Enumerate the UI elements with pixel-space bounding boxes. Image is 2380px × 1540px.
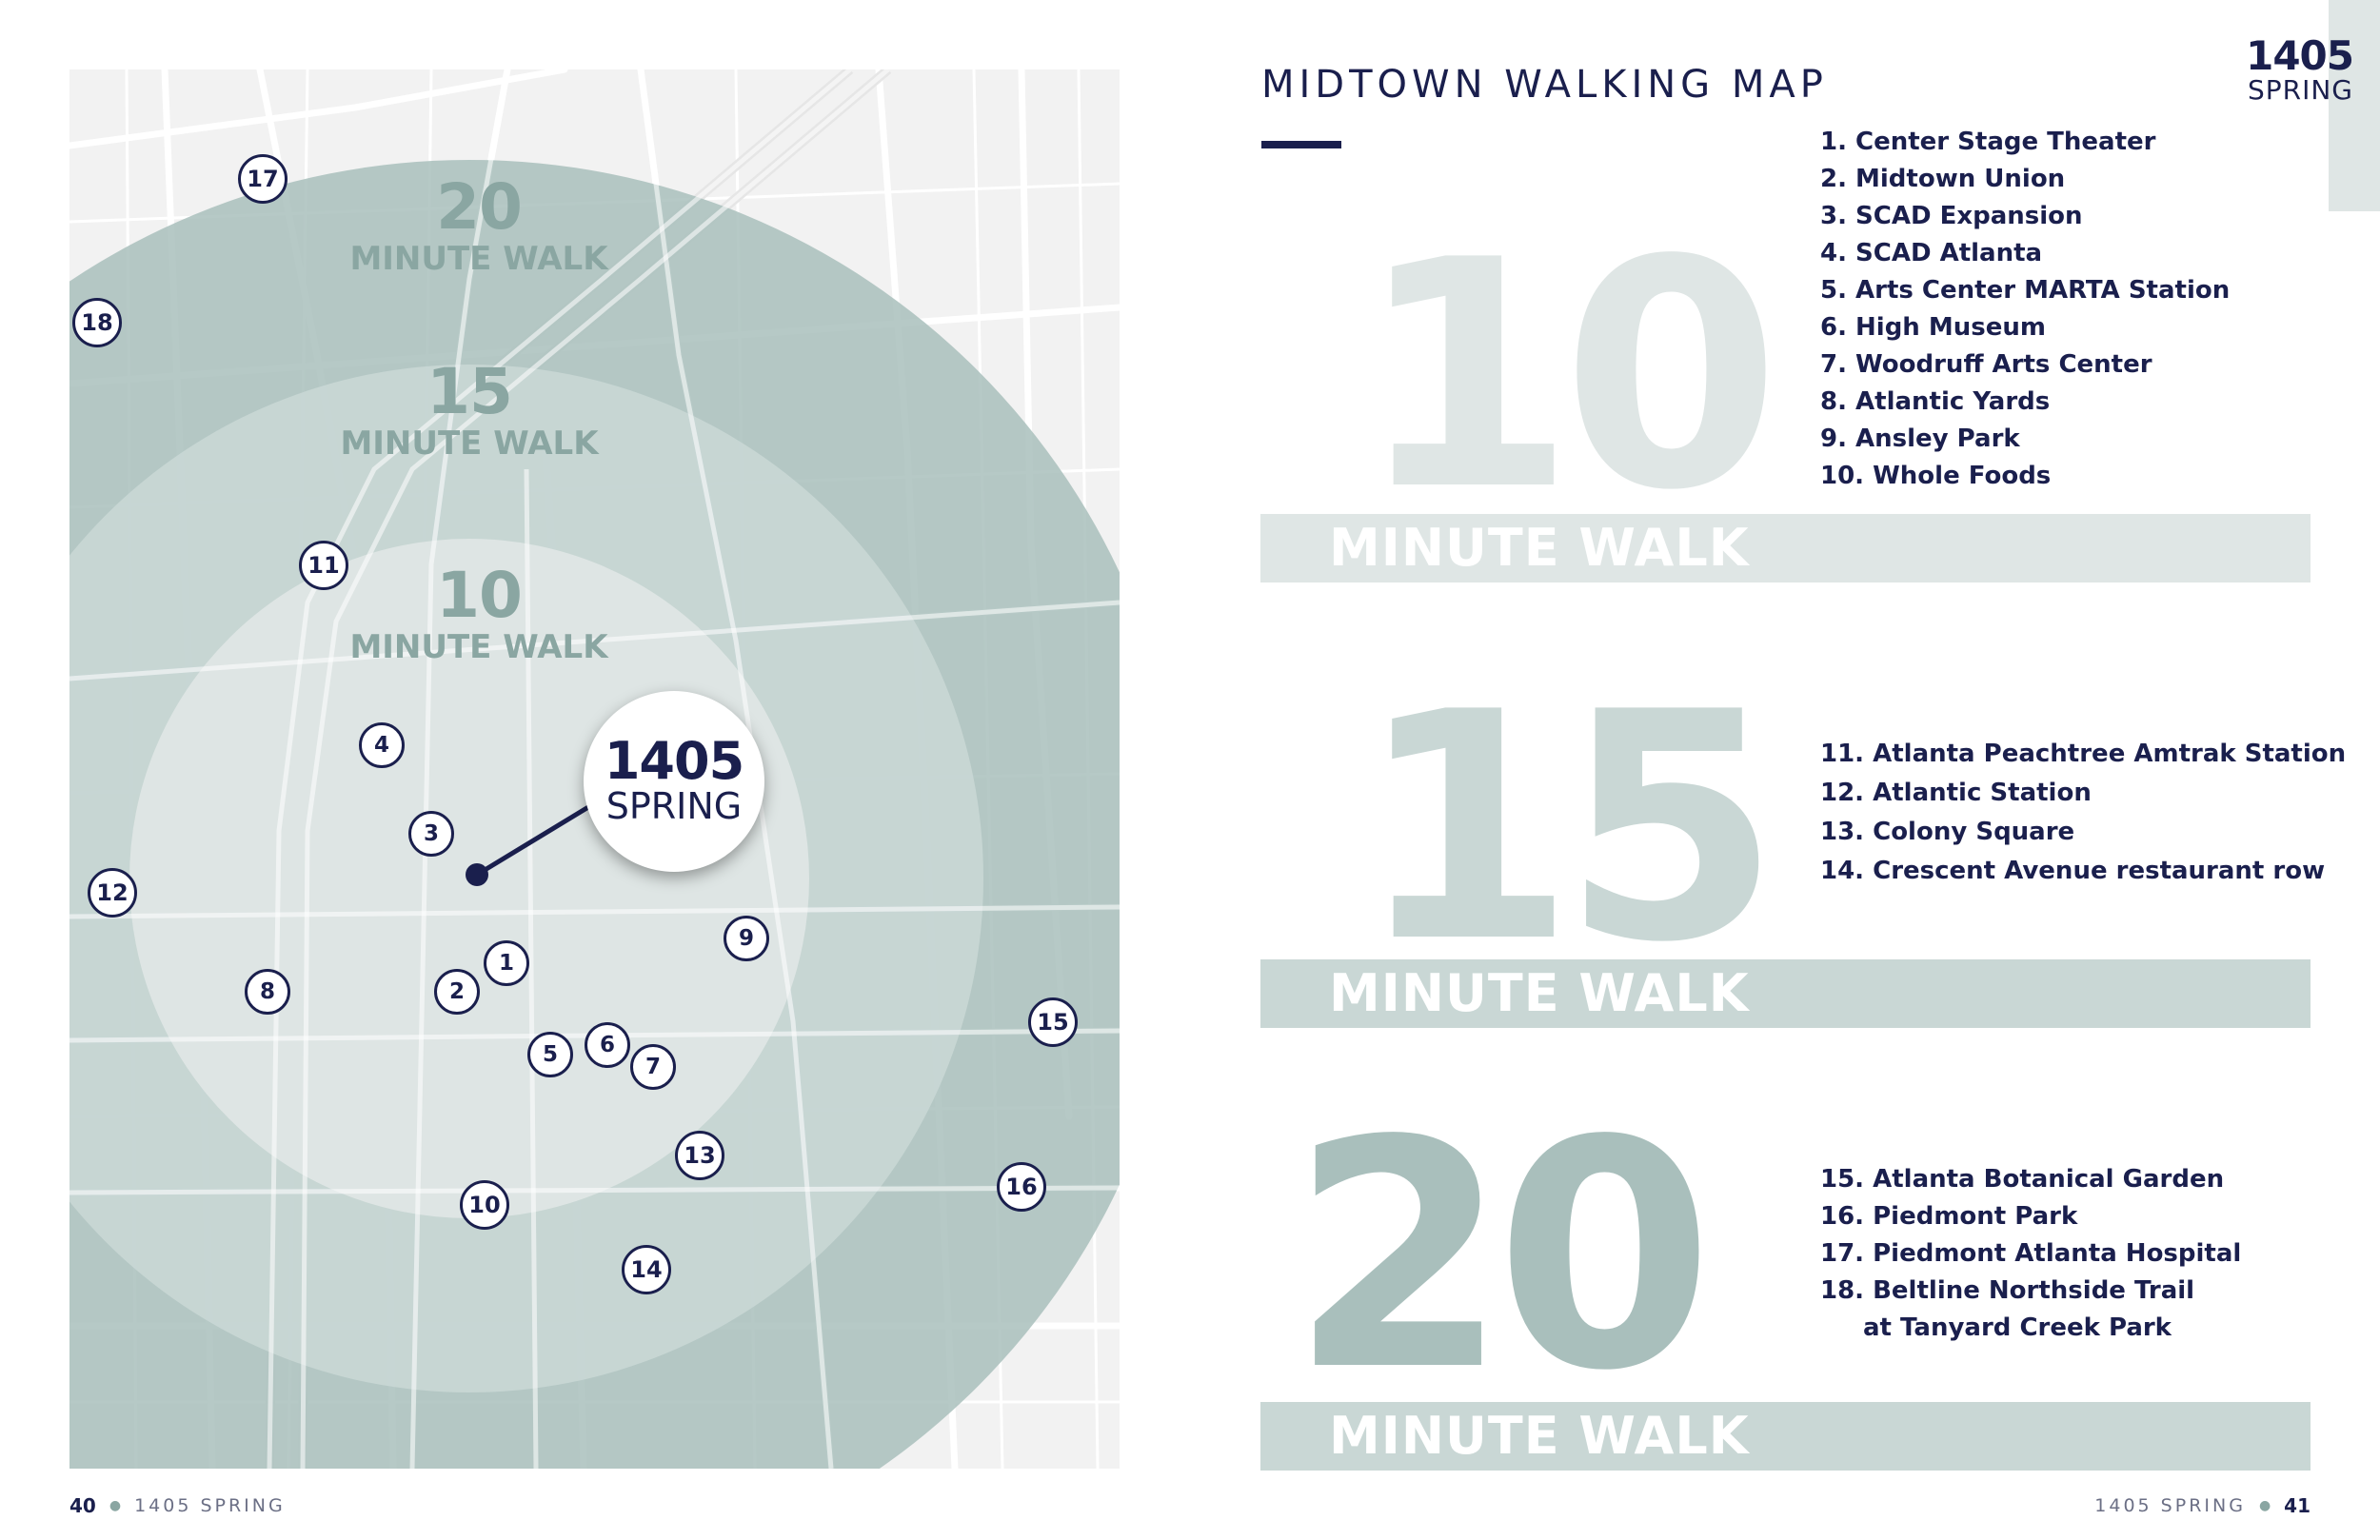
- section-20-number: 20: [1290, 1074, 1714, 1439]
- map-marker-3[interactable]: 3: [408, 811, 454, 857]
- footer-right-page-number: 41: [2284, 1494, 2311, 1517]
- overlay-streets: [69, 69, 1120, 1469]
- footer-left-title: 1405 SPRING: [134, 1495, 286, 1516]
- walking-map[interactable]: 20 MINUTE WALK 15 MINUTE WALK 10 MINUTE …: [69, 69, 1120, 1469]
- list-item: 3. SCAD Expansion: [1820, 202, 2083, 230]
- list-item: at Tanyard Creek Park: [1863, 1313, 2172, 1342]
- list-item: 12. Atlantic Station: [1820, 779, 2092, 807]
- title-rule: [1261, 141, 1341, 148]
- map-marker-12[interactable]: 12: [88, 868, 137, 918]
- section-15-list: 11. Atlanta Peachtree Amtrak Station 12.…: [1820, 735, 2346, 891]
- map-marker-13[interactable]: 13: [675, 1131, 724, 1180]
- list-item: 18. Beltline Northside Trail: [1820, 1276, 2195, 1305]
- ring-label-10-text: MINUTE WALK: [349, 628, 608, 666]
- map-marker-8[interactable]: 8: [245, 969, 290, 1015]
- section-10-band-label: MINUTE WALK: [1329, 518, 1750, 578]
- section-10-band: MINUTE WALK: [1260, 514, 2311, 582]
- footer-left-separator: ●: [109, 1498, 122, 1513]
- list-item: 5. Arts Center MARTA Station: [1820, 276, 2231, 305]
- footer-right: 1405 SPRING ● 41: [2094, 1494, 2311, 1517]
- section-20-band-label: MINUTE WALK: [1329, 1406, 1750, 1466]
- map-marker-16[interactable]: 16: [997, 1162, 1046, 1212]
- section-15-number: 15: [1357, 645, 1780, 1011]
- footer-right-separator: ●: [2258, 1498, 2271, 1513]
- ring-label-15-number: 15: [426, 355, 513, 428]
- ring-label-20: 20 MINUTE WALK: [346, 170, 612, 278]
- list-item: 14. Crescent Avenue restaurant row: [1820, 857, 2326, 885]
- map-marker-14[interactable]: 14: [622, 1245, 671, 1294]
- ring-label-15: 15 MINUTE WALK: [336, 355, 603, 463]
- page-title: MIDTOWN WALKING MAP: [1261, 63, 1828, 107]
- map-marker-7[interactable]: 7: [630, 1044, 676, 1090]
- list-item: 13. Colony Square: [1820, 818, 2075, 846]
- map-marker-18[interactable]: 18: [72, 298, 122, 347]
- section-10-list: 1. Center Stage Theater 2. Midtown Union…: [1820, 124, 2230, 495]
- center-badge-number: 1405: [604, 731, 744, 792]
- list-item: 7. Woodruff Arts Center: [1820, 350, 2152, 379]
- brand-mark: 1405 SPRING: [2246, 32, 2354, 106]
- section-10-number: 10: [1357, 193, 1780, 559]
- map-marker-2[interactable]: 2: [434, 969, 480, 1015]
- map-marker-4[interactable]: 4: [359, 722, 405, 768]
- map-marker-10[interactable]: 10: [460, 1180, 509, 1230]
- list-item: 8. Atlantic Yards: [1820, 387, 2051, 416]
- ring-label-10: 10 MINUTE WALK: [346, 559, 612, 666]
- center-badge-name: SPRING: [605, 785, 743, 828]
- map-marker-6[interactable]: 6: [585, 1022, 630, 1068]
- center-pin: [466, 863, 488, 886]
- brand-strip: [2329, 0, 2380, 211]
- ring-label-10-number: 10: [436, 559, 523, 632]
- list-item: 2. Midtown Union: [1820, 165, 2066, 193]
- section-20-band: MINUTE WALK: [1260, 1402, 2311, 1471]
- ring-label-15-text: MINUTE WALK: [340, 424, 599, 463]
- list-item: 16. Piedmont Park: [1820, 1202, 2078, 1231]
- list-item: 10. Whole Foods: [1820, 462, 2052, 490]
- map-marker-5[interactable]: 5: [527, 1032, 573, 1077]
- map-marker-15[interactable]: 15: [1028, 997, 1078, 1047]
- section-15-band: MINUTE WALK: [1260, 959, 2311, 1028]
- list-item: 4. SCAD Atlanta: [1820, 239, 2043, 267]
- ring-label-20-number: 20: [436, 170, 523, 244]
- center-connector: [475, 804, 590, 878]
- footer-right-title: 1405 SPRING: [2094, 1495, 2246, 1516]
- list-item: 6. High Museum: [1820, 313, 2046, 342]
- footer-left-page-number: 40: [69, 1494, 96, 1517]
- map-marker-9[interactable]: 9: [724, 916, 769, 961]
- list-item: 9. Ansley Park: [1820, 424, 2020, 453]
- map-marker-1[interactable]: 1: [484, 940, 529, 986]
- map-marker-17[interactable]: 17: [238, 154, 288, 204]
- list-item: 17. Piedmont Atlanta Hospital: [1820, 1239, 2242, 1268]
- section-20-list: 15. Atlanta Botanical Garden 16. Piedmon…: [1820, 1161, 2241, 1347]
- list-item: 15. Atlanta Botanical Garden: [1820, 1165, 2225, 1194]
- brand-name: SPRING: [2247, 74, 2353, 106]
- section-15-band-label: MINUTE WALK: [1329, 963, 1750, 1023]
- list-item: 1. Center Stage Theater: [1820, 128, 2156, 156]
- footer-left: 40 ● 1405 SPRING: [69, 1494, 286, 1517]
- list-item: 11. Atlanta Peachtree Amtrak Station: [1820, 740, 2347, 768]
- ring-label-20-text: MINUTE WALK: [349, 240, 608, 278]
- map-marker-11[interactable]: 11: [299, 541, 348, 590]
- center-badge[interactable]: 1405 SPRING: [584, 691, 764, 872]
- brand-number: 1405: [2246, 32, 2354, 79]
